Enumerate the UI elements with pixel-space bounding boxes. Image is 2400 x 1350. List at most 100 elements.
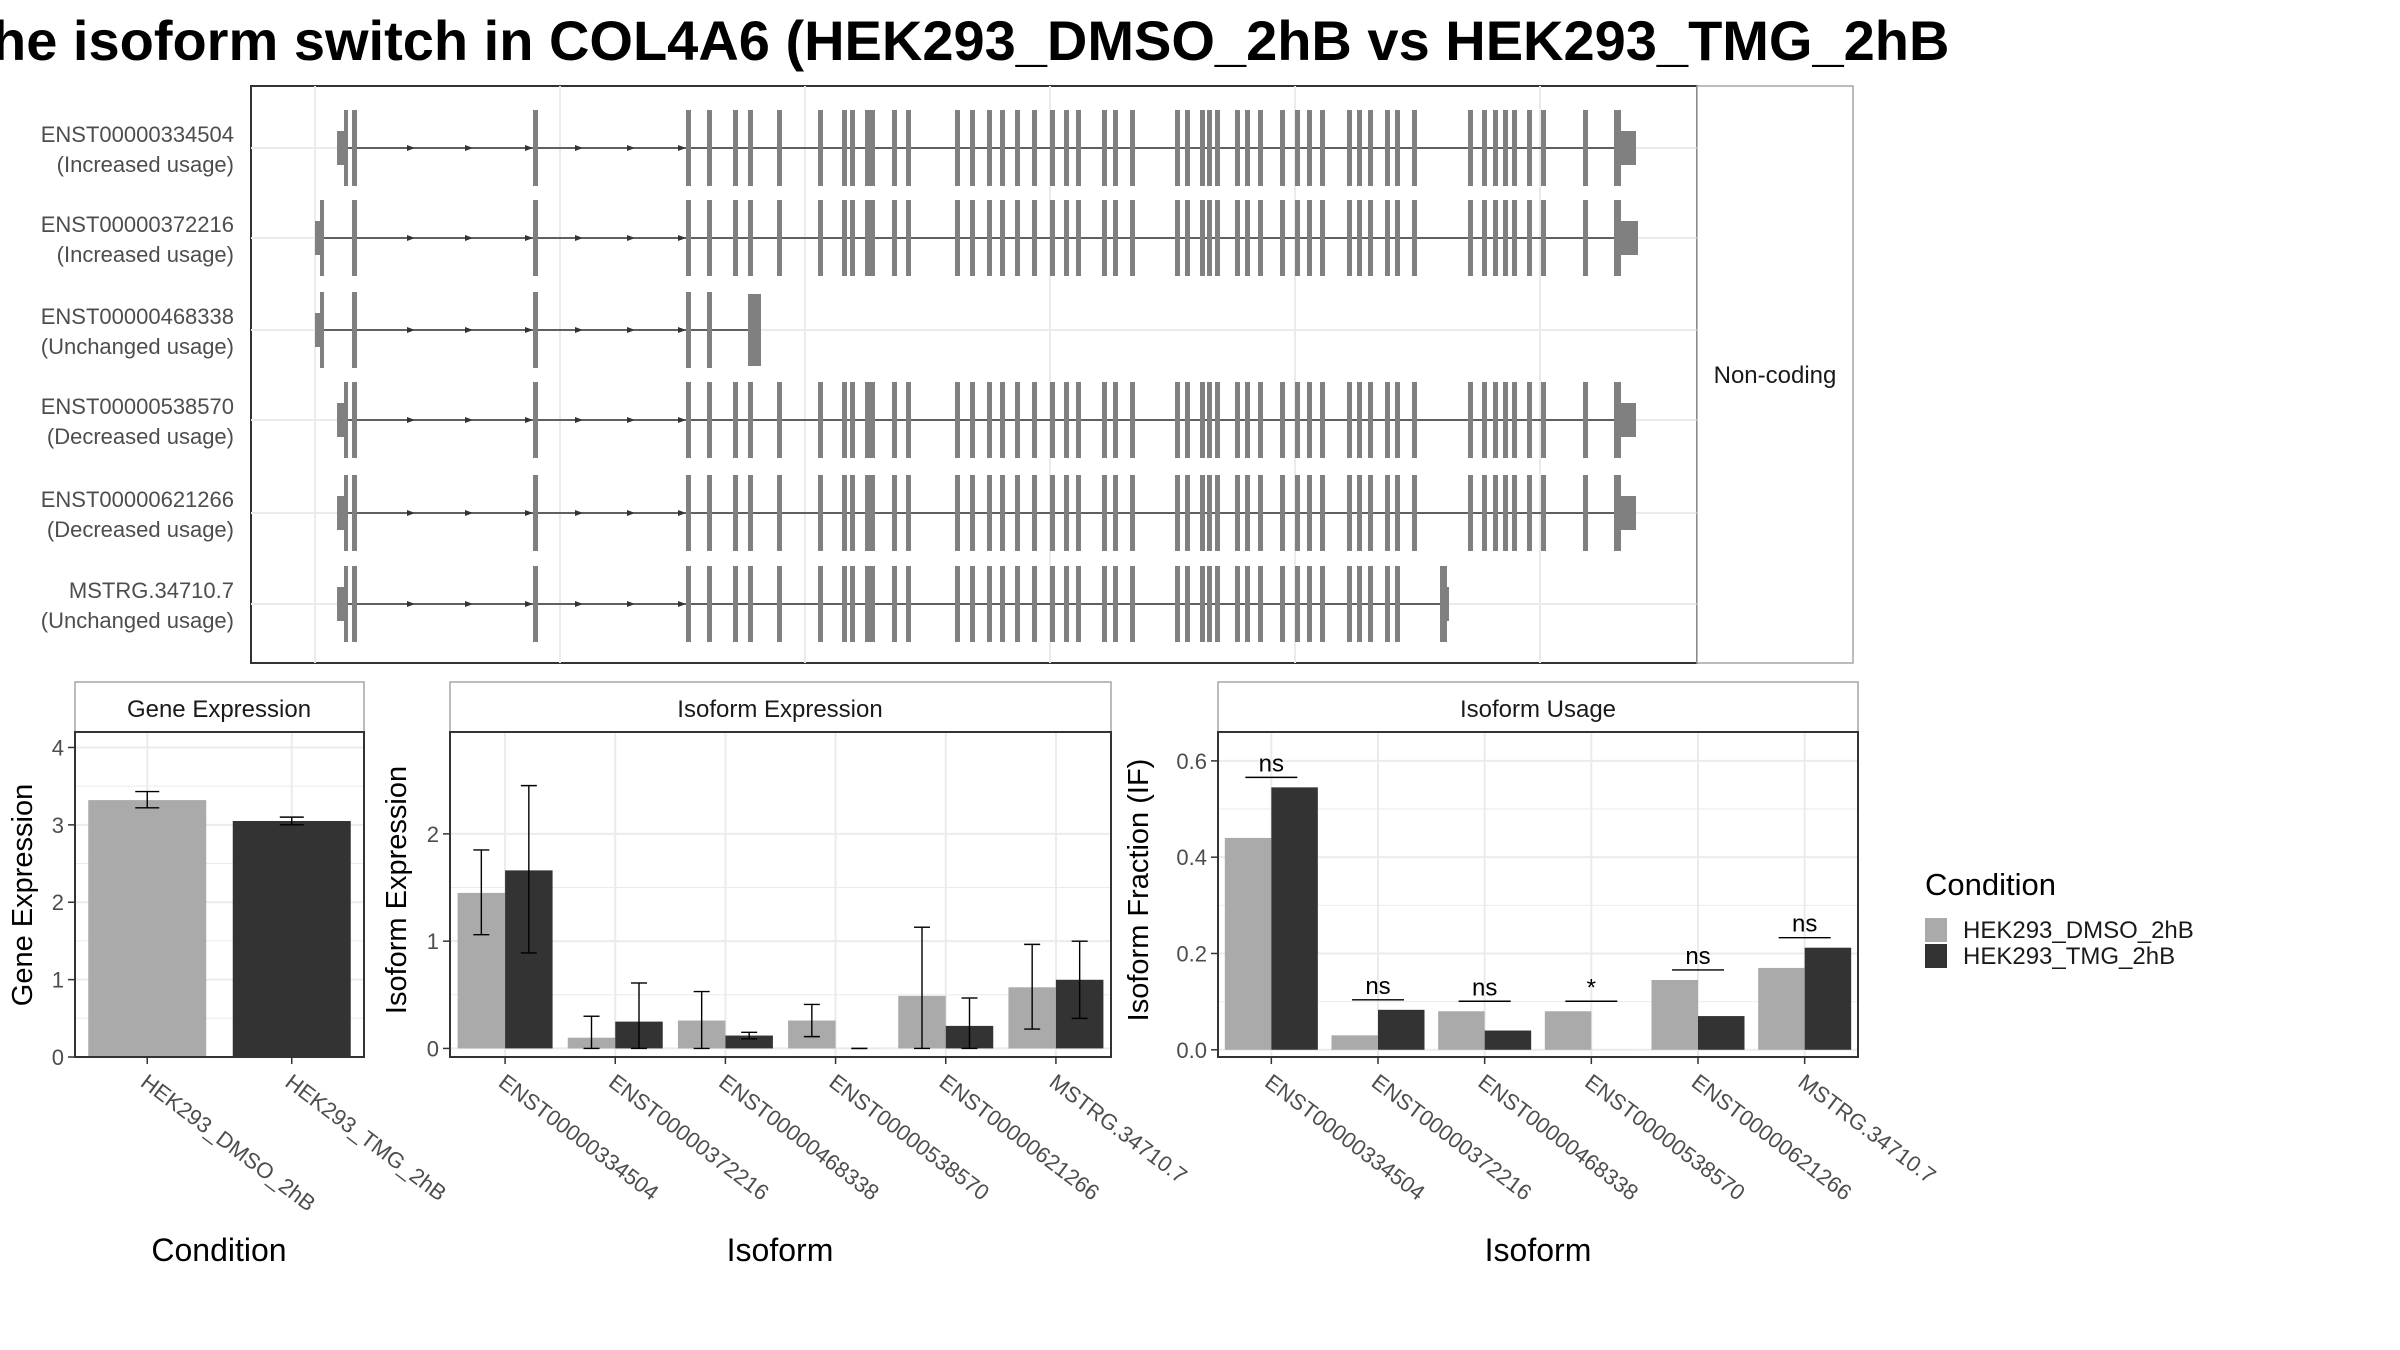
gene-x-axis-label: Condition — [151, 1232, 286, 1268]
exon — [1395, 200, 1400, 276]
exon — [1395, 475, 1400, 551]
exon — [1207, 566, 1212, 642]
utr-exon-first — [337, 496, 345, 530]
transcript-usage-label: (Increased usage) — [57, 242, 234, 267]
strip-label-non-coding: Non-coding — [1714, 362, 1837, 389]
exon — [1064, 566, 1069, 642]
exon — [1468, 200, 1473, 276]
bar-HEK293_TMG_2hB — [725, 1035, 773, 1049]
exon — [1541, 475, 1546, 551]
exon — [1385, 566, 1390, 642]
exon — [733, 475, 738, 551]
exon — [970, 200, 975, 276]
exon — [352, 566, 357, 642]
exon — [850, 200, 855, 276]
transcript-usage-label: (Unchanged usage) — [41, 334, 234, 359]
strand-arrow — [525, 235, 533, 241]
strand-arrow — [525, 510, 533, 516]
exon — [748, 382, 753, 458]
exon — [707, 475, 712, 551]
exon — [870, 475, 875, 551]
iso-expr-y-axis-label: Isoform Expression — [381, 766, 413, 1014]
exon — [1614, 110, 1621, 186]
exon — [777, 382, 782, 458]
strand-arrow — [678, 327, 686, 333]
exon — [1215, 382, 1220, 458]
strand-arrow — [465, 145, 473, 151]
strand-arrow — [465, 601, 473, 607]
strand-arrow — [627, 417, 635, 423]
exon — [1258, 110, 1263, 186]
exon — [352, 475, 357, 551]
strand-arrow — [575, 601, 583, 607]
exon — [1307, 475, 1312, 551]
exon — [533, 200, 538, 276]
exon — [1347, 475, 1352, 551]
gene-strip-label: Gene Expression — [127, 696, 311, 723]
transcript-id-label: MSTRG.34710.7 — [69, 578, 234, 603]
exon — [1512, 200, 1517, 276]
exon — [1130, 566, 1135, 642]
exon — [1482, 110, 1487, 186]
exon — [1258, 382, 1263, 458]
exon — [777, 475, 782, 551]
exon — [1245, 566, 1250, 642]
exon — [1320, 110, 1325, 186]
exon — [1320, 382, 1325, 458]
exon — [1468, 110, 1473, 186]
exon — [1032, 566, 1037, 642]
exon — [1368, 382, 1373, 458]
exon — [533, 566, 538, 642]
y-tick-label: 3 — [52, 813, 64, 838]
exon — [1076, 110, 1081, 186]
exon — [1113, 382, 1118, 458]
exon — [1050, 110, 1055, 186]
exon — [1583, 382, 1588, 458]
strand-arrow — [407, 601, 415, 607]
bar-HEK293_TMG_2hB — [1698, 1016, 1745, 1050]
exon — [1512, 475, 1517, 551]
iso-usage-y-axis-label: Isoform Fraction (IF) — [1123, 759, 1155, 1022]
exon — [1130, 382, 1135, 458]
exon — [1076, 566, 1081, 642]
iso-usage-strip-label: Isoform Usage — [1460, 696, 1616, 723]
transcript-usage-label: (Decreased usage) — [47, 517, 234, 542]
exon — [1215, 110, 1220, 186]
exon — [1000, 475, 1005, 551]
exon — [870, 110, 875, 186]
significance-label: * — [1587, 974, 1596, 1001]
exon — [1185, 110, 1190, 186]
exon — [777, 110, 782, 186]
y-tick-label: 0.0 — [1176, 1038, 1207, 1063]
exon — [1235, 475, 1240, 551]
exon — [1527, 200, 1532, 276]
exon — [1512, 110, 1517, 186]
strip-right — [1696, 85, 1854, 664]
exon — [1076, 475, 1081, 551]
strand-arrow — [678, 510, 686, 516]
exon — [1050, 475, 1055, 551]
exon — [1307, 110, 1312, 186]
exon — [1395, 110, 1400, 186]
gene-panel-border — [74, 731, 365, 1058]
y-tick-label: 0.2 — [1176, 941, 1207, 966]
exon — [344, 475, 348, 551]
legend-key-tmg — [1925, 944, 1947, 968]
significance-label: ns — [1685, 943, 1710, 970]
exon — [1320, 200, 1325, 276]
exon — [865, 566, 870, 642]
exon — [1000, 110, 1005, 186]
exon — [686, 475, 691, 551]
iso-usage-x-axis-label: Isoform — [1485, 1232, 1592, 1268]
exon — [955, 200, 960, 276]
exon — [1320, 475, 1325, 551]
exon — [686, 382, 691, 458]
exon — [1102, 200, 1107, 276]
exon — [777, 200, 782, 276]
exon — [850, 382, 855, 458]
exon — [870, 382, 875, 458]
exon — [1200, 110, 1205, 186]
exon — [1200, 382, 1205, 458]
